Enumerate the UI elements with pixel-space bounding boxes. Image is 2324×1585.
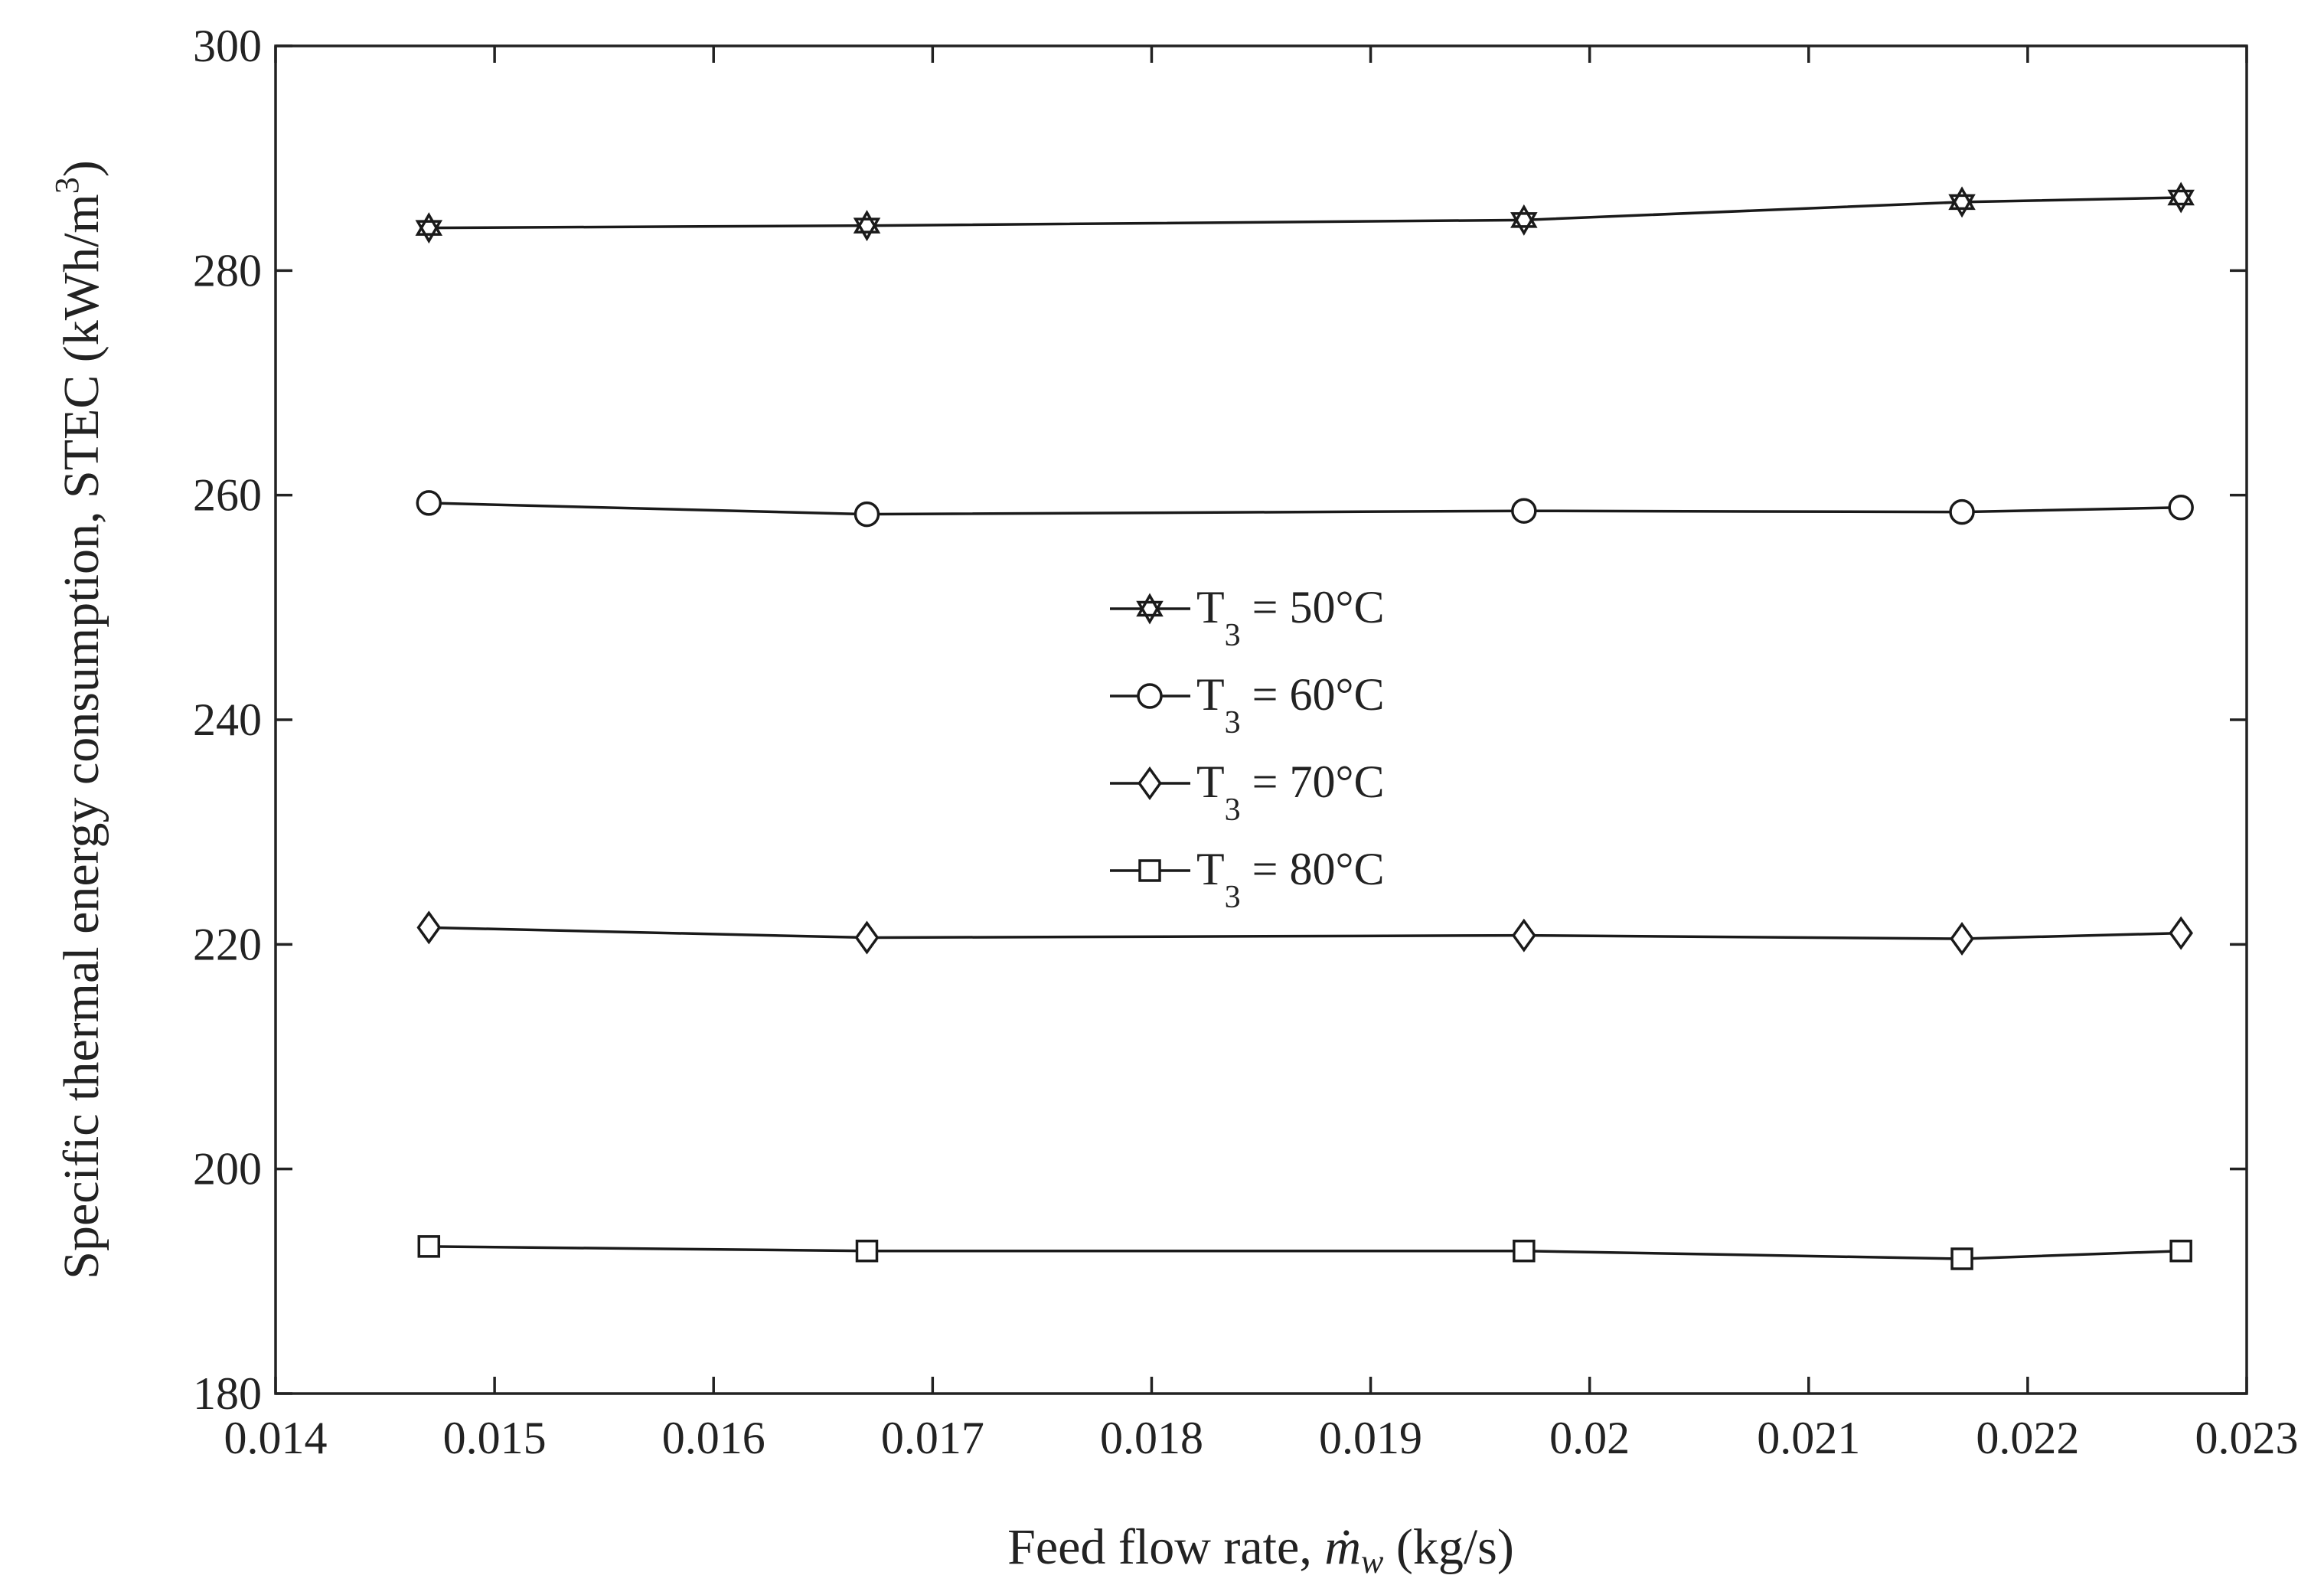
plot-area — [274, 44, 2248, 1395]
series-hexagram — [415, 181, 2195, 244]
data-point-diamond — [1950, 922, 1974, 956]
legend-item: T3 = 50°C — [1110, 582, 1385, 653]
data-point-circle — [1949, 498, 1975, 525]
x-tick-label: 0.016 — [662, 1413, 765, 1463]
series-diamond — [416, 910, 2194, 956]
data-point-diamond — [416, 910, 442, 945]
series-line — [429, 926, 2182, 940]
y-axis-title-suffix: ) — [54, 160, 109, 177]
x-tick-label: 0.015 — [443, 1413, 547, 1463]
y-axis: 180 200 220 240 260 280 300 — [193, 21, 2247, 1419]
data-point-square — [1513, 1239, 1536, 1263]
x-axis: 0.014 0.015 0.016 0.017 0.018 0.019 0.02 0.021 0… — [224, 46, 2299, 1463]
legend-marker-diamond — [1138, 766, 1162, 800]
x-axis-title: Feed flow rate, ṁw (kg/s) — [1007, 1519, 1514, 1580]
series-line — [429, 1245, 2182, 1260]
legend-marker-square — [1138, 859, 1161, 882]
y-axis-title-main: Specific thermal energy consumption, STE… — [54, 194, 109, 1279]
y-axis-title: Specific thermal energy consumption, STE… — [48, 160, 109, 1279]
x-axis-title-subscript: w — [1361, 1543, 1384, 1580]
data-point-hexagram — [415, 212, 443, 244]
legend-label: T3 = 60°C — [1196, 669, 1385, 740]
legend-marker-hexagram — [1136, 593, 1164, 625]
data-point-circle — [2168, 495, 2194, 521]
data-point-diamond — [1511, 918, 1536, 953]
data-point-square — [855, 1239, 879, 1263]
x-tick-label: 0.021 — [1757, 1413, 1860, 1463]
series-line — [429, 502, 2182, 516]
series-line — [429, 196, 2182, 230]
y-tick-label: 220 — [193, 919, 262, 969]
data-point-circle — [854, 501, 880, 528]
data-point-square — [417, 1235, 441, 1258]
series-layer — [415, 181, 2195, 1270]
legend: T3 = 50°C T3 = 60°C T3 = 70°C T3 = 80°C — [1110, 582, 1385, 915]
y-axis-title-superscript: 3 — [48, 177, 86, 194]
x-tick-label: 0.023 — [2195, 1413, 2299, 1463]
data-point-hexagram — [853, 210, 881, 242]
x-tick-label: 0.014 — [224, 1413, 328, 1463]
axes-frame — [274, 44, 2248, 1395]
series-circle — [416, 490, 2194, 528]
legend-item: T3 = 70°C — [1110, 757, 1385, 828]
x-tick-label: 0.017 — [881, 1413, 984, 1463]
legend-label: T3 = 70°C — [1196, 757, 1385, 828]
legend-item: T3 = 60°C — [1110, 669, 1385, 740]
legend-label: T3 = 80°C — [1196, 844, 1385, 915]
data-point-hexagram — [1510, 204, 1538, 236]
x-tick-label: 0.018 — [1100, 1413, 1203, 1463]
x-axis-title-prefix: Feed flow rate, — [1007, 1519, 1324, 1575]
data-point-square — [1950, 1247, 1973, 1270]
y-tick-label: 280 — [193, 245, 262, 296]
x-axis-title-symbol: ṁ — [1324, 1519, 1361, 1575]
data-point-hexagram — [1948, 186, 1976, 218]
data-point-diamond — [2169, 916, 2194, 950]
y-tick-label: 300 — [193, 21, 262, 71]
data-point-diamond — [854, 920, 880, 955]
y-tick-label: 200 — [193, 1144, 262, 1194]
series-square — [417, 1235, 2192, 1270]
data-point-circle — [416, 490, 442, 516]
x-tick-label: 0.019 — [1319, 1413, 1422, 1463]
y-tick-label: 260 — [193, 470, 262, 521]
legend-label: T3 = 50°C — [1196, 582, 1385, 653]
x-tick-label: 0.022 — [1976, 1413, 2079, 1463]
data-point-circle — [1511, 498, 1537, 524]
legend-item: T3 = 80°C — [1110, 844, 1385, 915]
y-tick-label: 240 — [193, 694, 262, 745]
y-tick-label: 180 — [193, 1368, 262, 1419]
data-point-square — [2169, 1239, 2192, 1263]
legend-marker-circle — [1137, 683, 1163, 709]
x-tick-label: 0.02 — [1549, 1413, 1630, 1463]
x-axis-title-suffix: (kg/s) — [1383, 1519, 1513, 1575]
data-point-hexagram — [2167, 181, 2195, 214]
